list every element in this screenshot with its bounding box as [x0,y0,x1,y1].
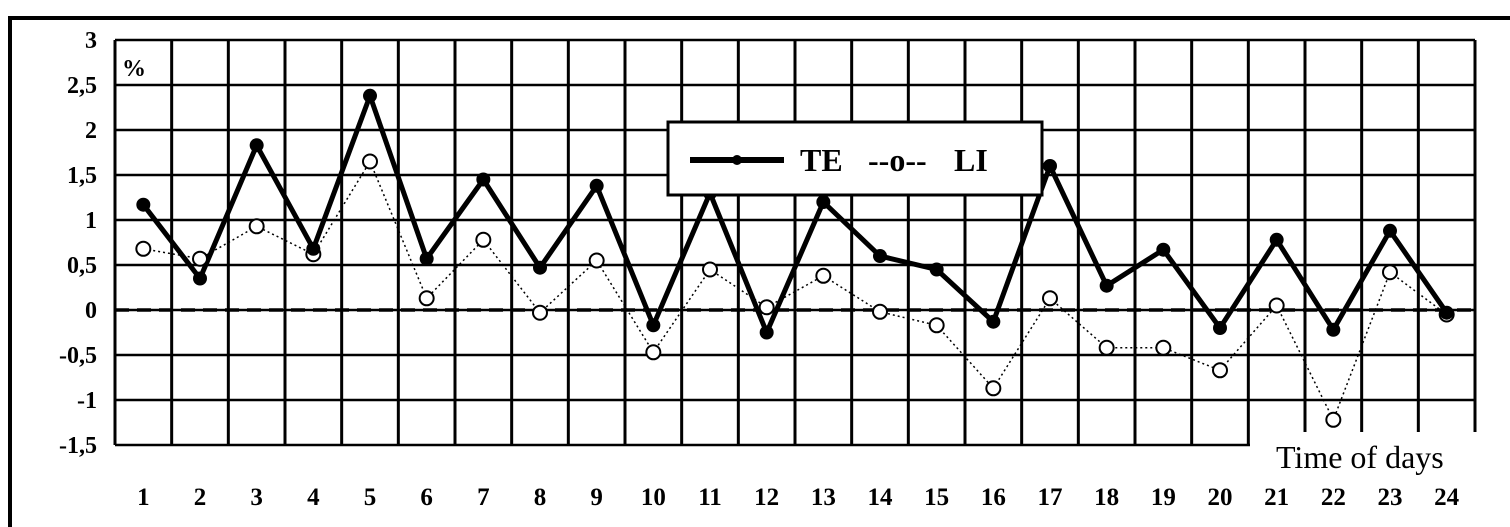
point-li [1212,362,1228,379]
x-tick-label: 12 [754,484,779,511]
x-tick-label: 22 [1321,484,1346,511]
point-te [1213,321,1227,335]
y-tick-label: 2 [85,118,97,144]
x-tick-label: 1 [137,484,150,511]
y-tick-label: 0 [85,298,97,324]
x-tick-label: 16 [981,484,1006,511]
x-tick-label: 10 [641,484,666,511]
point-li [532,304,548,321]
labels: % Time of days [122,56,1480,482]
point-te [1439,305,1454,320]
point-li [135,240,152,257]
point-te [419,251,434,266]
legend-symbol-li: --o-- [868,142,927,178]
y-tick-label: -0,5 [59,343,97,369]
point-te [929,262,944,277]
legend-symbol-te [690,155,784,165]
x-tick-label: 4 [307,484,320,511]
point-te [363,88,377,103]
y-tick-label: 2,5 [67,73,97,99]
y-tick-label: -1,5 [59,433,97,459]
point-li [362,153,378,170]
unit-label: % [122,56,146,82]
point-li [758,299,775,316]
x-tick-label: 13 [811,484,836,511]
point-te [193,271,207,286]
point-te [1383,223,1397,238]
axes: 32,521,510,50-0,5-1-1,51 2 3 4 5 6 7 8 9 10 11 12 13… [59,28,1460,511]
point-te [816,195,831,209]
point-te [1043,159,1057,173]
legend: TE --o-- LI [666,120,1044,197]
x-axis-title: Time of days [1276,439,1444,475]
point-te [1156,242,1171,257]
x-tick-label: 11 [698,484,722,511]
x-tick-label: 8 [534,484,547,511]
point-te [306,241,321,256]
y-tick-label: 1,5 [67,163,97,189]
x-tick-label: 7 [477,484,490,511]
point-li [645,344,662,361]
point-li [192,250,208,267]
x-tick-label: 2 [194,484,207,511]
point-te [646,318,661,333]
point-li [1098,339,1115,356]
point-te [759,325,774,340]
point-li [418,290,435,307]
point-li [928,317,945,334]
legend-label-li: LI [954,142,988,178]
point-li [475,231,492,248]
x-tick-label: 24 [1434,484,1460,511]
point-te [1269,232,1284,247]
point-li [1325,411,1342,428]
x-tick-label: 3 [250,484,263,511]
point-te [589,178,604,193]
point-te [1326,322,1341,337]
x-tick-label: 20 [1208,484,1233,511]
point-li [1155,339,1172,356]
x-tick-label: 6 [420,484,433,511]
point-te [249,138,264,153]
y-tick-label: 3 [85,28,97,54]
point-li [1268,297,1285,314]
point-li [588,252,605,269]
x-tick-label: 9 [590,484,603,511]
point-te [986,314,1001,329]
x-tick-label: 19 [1151,484,1176,511]
point-li [985,380,1002,397]
x-tick-label: 18 [1094,484,1119,511]
series-layer [135,88,1455,428]
point-te [136,197,151,212]
point-li [1042,290,1058,307]
x-tick-label: 15 [924,484,949,511]
point-li [1382,264,1398,281]
x-axis-title-background [1250,432,1480,482]
point-li [248,218,265,235]
y-tick-label: -1 [77,388,97,414]
x-tick-label: 17 [1038,484,1063,511]
point-li [872,303,888,320]
y-tick-label: 1 [85,208,97,234]
series-line-te [141,88,1449,339]
x-tick-label: 14 [868,484,894,511]
series-line-li [143,159,1448,422]
point-te [873,249,887,263]
x-tick-label: 23 [1378,484,1403,511]
grid [113,38,1477,447]
point-te [533,260,547,275]
point-te [1099,278,1114,293]
x-tick-label: 5 [364,484,377,511]
point-li [702,261,718,278]
x-tick-label: 21 [1264,484,1289,511]
legend-label-te: TE [800,142,843,178]
point-te [476,172,491,187]
y-tick-label: 0,5 [67,253,97,279]
point-li [815,267,832,284]
